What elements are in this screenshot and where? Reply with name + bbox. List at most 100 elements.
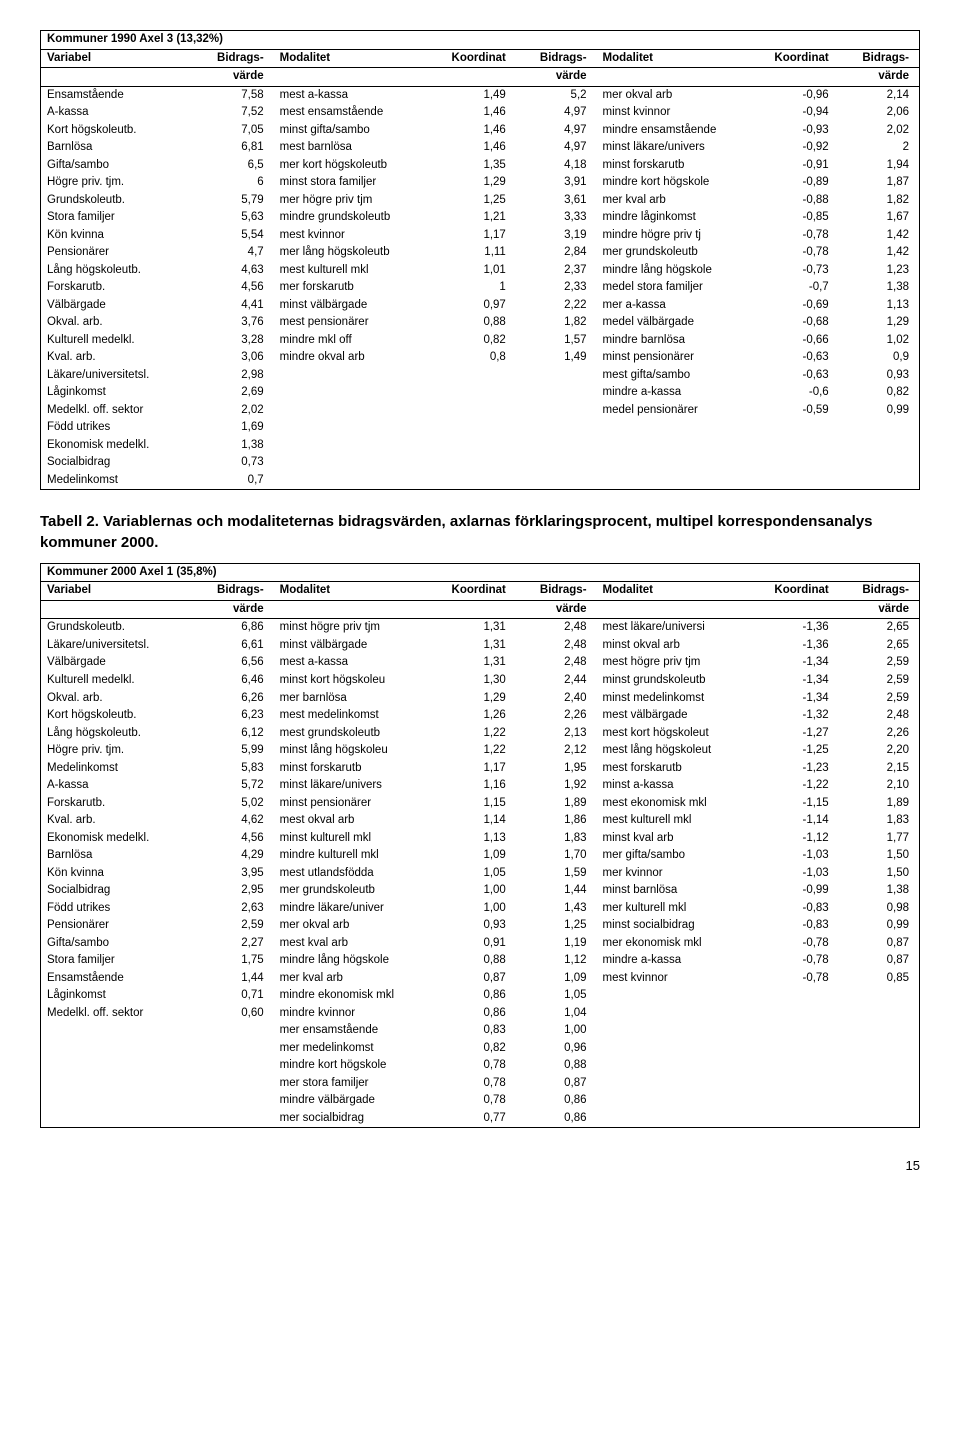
cell: 1,05 [435,865,516,883]
cell: mer okval arb [274,917,435,935]
cell [839,1075,920,1093]
cell [839,1092,920,1110]
cell: mer kval arb [274,970,435,988]
cell: minst kval arb [597,830,758,848]
cell [516,419,597,437]
cell: 1,13 [839,297,920,315]
cell: mer högre priv tjm [274,192,435,210]
cell: mest ensamstående [274,104,435,122]
cell: 1,57 [516,332,597,350]
cell: mest pensionärer [274,314,435,332]
cell [41,1092,202,1110]
cell: -0,78 [758,935,839,953]
cell: -0,59 [758,402,839,420]
cell: 0,60 [202,1005,274,1023]
cell: 1,69 [202,419,274,437]
cell: Kval. arb. [41,812,202,830]
col-subheader: värde [202,600,274,619]
col-subheader [274,68,435,87]
table-row: Ensamstående7,58mest a-kassa1,495,2mer o… [41,86,920,104]
cell: mest medelinkomst [274,707,435,725]
cell: 0,82 [435,1040,516,1058]
cell: mer okval arb [597,86,758,104]
col-subheader [274,600,435,619]
table-row: mindre välbärgade0,780,86 [41,1092,920,1110]
cell: mindre barnlösa [597,332,758,350]
cell: 3,06 [202,349,274,367]
cell [435,419,516,437]
cell: Forskarutb. [41,279,202,297]
cell [435,472,516,490]
cell: mest grundskoleutb [274,725,435,743]
cell: -0,83 [758,917,839,935]
cell: 1,94 [839,157,920,175]
cell: 0,86 [435,1005,516,1023]
cell [516,454,597,472]
cell: -0,73 [758,262,839,280]
cell: -0,83 [758,900,839,918]
cell: minst pensionärer [597,349,758,367]
cell [597,1022,758,1040]
cell [597,1040,758,1058]
cell [758,437,839,455]
cell: 1,44 [202,970,274,988]
table-axel1-2000: Kommuner 2000 Axel 1 (35,8%)VariabelBidr… [40,563,920,1129]
cell: Medelinkomst [41,760,202,778]
cell: -0,88 [758,192,839,210]
col-header: Bidrags- [202,49,274,68]
cell: minst kvinnor [597,104,758,122]
table-row: Låginkomst0,71mindre ekonomisk mkl0,861,… [41,987,920,1005]
cell: -1,36 [758,637,839,655]
cell: -0,85 [758,209,839,227]
cell: Läkare/universitetsl. [41,367,202,385]
cell: -1,12 [758,830,839,848]
cell: -1,14 [758,812,839,830]
cell: mest kvinnor [597,970,758,988]
cell: 1,59 [516,865,597,883]
cell: 0,8 [435,349,516,367]
cell: 1,49 [435,86,516,104]
cell: 6 [202,174,274,192]
cell: A-kassa [41,104,202,122]
cell: Låginkomst [41,384,202,402]
cell: Gifta/sambo [41,935,202,953]
col-header: Modalitet [597,49,758,68]
cell: 3,33 [516,209,597,227]
cell [274,367,435,385]
cell: 2,69 [202,384,274,402]
cell: -0,78 [758,952,839,970]
table-row: A-kassa5,72minst läkare/univers1,161,92m… [41,777,920,795]
cell: mer ensamstående [274,1022,435,1040]
table-row: Född utrikes2,63mindre läkare/univer1,00… [41,900,920,918]
cell [597,1092,758,1110]
cell: 0,87 [516,1075,597,1093]
cell: mest lång högskoleut [597,742,758,760]
col-subheader: värde [839,600,920,619]
col-header: Variabel [41,582,202,601]
cell: 3,61 [516,192,597,210]
table-row: Läkare/universitetsl.6,61minst välbärgad… [41,637,920,655]
cell: 0,86 [516,1110,597,1128]
cell [516,472,597,490]
cell: mest gifta/sambo [597,367,758,385]
cell: 0,88 [516,1057,597,1075]
cell: 4,56 [202,830,274,848]
table-row: Låginkomst2,69mindre a-kassa-0,60,82 [41,384,920,402]
cell: 1,42 [839,244,920,262]
cell: 1,44 [516,882,597,900]
cell: mest kort högskoleut [597,725,758,743]
cell: 6,5 [202,157,274,175]
cell: 1,77 [839,830,920,848]
cell: 0,93 [435,917,516,935]
cell: 0,7 [202,472,274,490]
cell: Ensamstående [41,86,202,104]
cell: 2,26 [839,725,920,743]
col-header: Modalitet [597,582,758,601]
cell: 1,67 [839,209,920,227]
cell: 0,9 [839,349,920,367]
cell: 1,38 [839,882,920,900]
cell: 1,31 [435,637,516,655]
cell: mer ekonomisk mkl [597,935,758,953]
cell [597,1005,758,1023]
cell: 0,87 [435,970,516,988]
